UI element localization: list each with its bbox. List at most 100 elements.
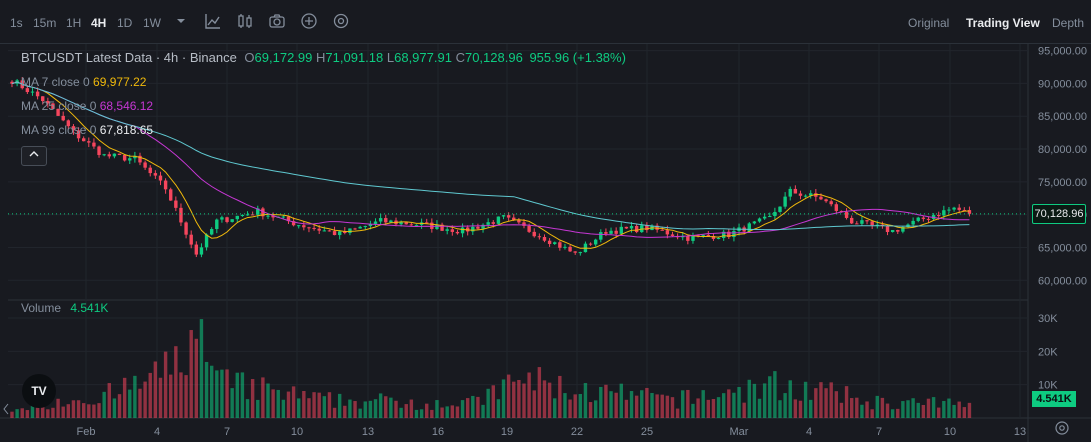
volume-bar xyxy=(803,381,808,418)
volume-bar xyxy=(66,404,71,418)
volume-bar xyxy=(742,402,746,418)
collapse-legend-button[interactable] xyxy=(21,146,47,166)
close-value: 70,128.96 xyxy=(464,50,523,65)
volume-bar xyxy=(414,409,419,418)
volume-bar xyxy=(220,369,224,418)
chart-style-icon[interactable] xyxy=(236,12,254,30)
chevron-down-icon[interactable] xyxy=(172,12,190,30)
candle-body xyxy=(250,214,255,216)
tradingview-logo[interactable]: TV xyxy=(22,374,56,408)
volume-bar xyxy=(890,409,895,418)
time-tick-label: 7 xyxy=(224,426,230,438)
timeframe-4h[interactable]: 4H xyxy=(91,16,107,30)
tab-trading-view[interactable]: Trading View xyxy=(966,16,1040,30)
candle-body xyxy=(691,235,695,241)
volume-bar xyxy=(460,400,465,418)
volume-bar xyxy=(465,398,470,418)
tab-depth[interactable]: Depth xyxy=(1052,16,1085,30)
volume-bar xyxy=(875,395,879,418)
candle-body xyxy=(747,223,751,232)
volume-bar xyxy=(225,369,229,418)
axis-settings-icon[interactable] xyxy=(1054,420,1070,436)
ma25-legend: MA 25 close 0 68,546.12 xyxy=(21,99,153,113)
candle-body xyxy=(25,88,30,93)
price-chart[interactable]: 95,000.00 90,000.00 85,000.00 80,000.00 75,0… xyxy=(0,44,1091,442)
volume-bar xyxy=(240,372,245,418)
volume-bar xyxy=(307,398,311,418)
volume-bar xyxy=(926,398,931,418)
volume-bar xyxy=(578,394,583,418)
volume-bar xyxy=(542,380,547,418)
volume-bar xyxy=(271,389,275,418)
candle-body xyxy=(957,207,961,210)
volume-bar xyxy=(778,400,782,418)
volume-bar xyxy=(885,403,890,418)
volume-bar xyxy=(839,402,844,418)
timeframe-1w[interactable]: 1W xyxy=(143,16,161,30)
volume-bar xyxy=(911,398,915,418)
candle-body xyxy=(312,227,316,229)
volume-bar xyxy=(701,390,705,418)
volume-bar xyxy=(25,410,30,418)
volume-bar xyxy=(450,405,455,418)
volume-bar xyxy=(568,399,572,418)
timeframe-1h[interactable]: 1H xyxy=(66,16,82,30)
candle-body xyxy=(10,81,14,84)
volume-bar xyxy=(266,383,270,418)
volume-bar xyxy=(716,397,721,418)
settings-icon[interactable] xyxy=(332,12,350,30)
candle-body xyxy=(209,229,214,235)
candle-body xyxy=(297,225,301,227)
ma25-value: 68,546.12 xyxy=(99,99,154,113)
ohlc-legend: BTCUSDT Latest Data · 4h · Binance O69,1… xyxy=(21,50,626,65)
candle-body xyxy=(491,222,495,224)
candle-body xyxy=(363,226,367,228)
volume-bar xyxy=(194,338,199,418)
volume-bar xyxy=(312,392,316,418)
candle-body xyxy=(701,234,705,236)
timeframe-1s[interactable]: 1s xyxy=(10,16,23,30)
ma7-value: 69,977.22 xyxy=(93,75,147,89)
candle-body xyxy=(404,222,408,225)
camera-icon[interactable] xyxy=(268,12,286,30)
candle-body xyxy=(839,210,844,212)
plus-circle-icon[interactable] xyxy=(300,12,318,30)
indicators-icon[interactable] xyxy=(204,12,222,30)
candle-body xyxy=(322,230,327,232)
moving-averages xyxy=(8,81,1028,249)
candle-body xyxy=(604,232,608,234)
time-tick-label: 25 xyxy=(641,426,653,438)
volume-bar xyxy=(343,405,347,418)
time-tick-label: 10 xyxy=(291,426,303,438)
price-tick-label: 95,000.00 xyxy=(1038,46,1087,58)
candle-body xyxy=(501,215,506,217)
candle-body xyxy=(578,252,583,254)
candle-body xyxy=(327,230,332,232)
time-tick-label: 16 xyxy=(432,426,444,438)
ma7-line xyxy=(11,81,970,249)
volume-bar xyxy=(527,372,531,418)
tab-original[interactable]: Original xyxy=(908,16,950,30)
candle-body xyxy=(716,237,721,239)
volume-bar xyxy=(696,398,700,418)
volume-bar xyxy=(425,403,429,418)
volume-bar xyxy=(650,392,654,418)
volume-bar xyxy=(209,365,214,418)
candle-body xyxy=(430,222,434,229)
volume-bar xyxy=(419,409,424,418)
candle-body xyxy=(798,193,803,196)
candle-body xyxy=(865,220,869,222)
candle-body xyxy=(634,225,639,233)
volume-bar xyxy=(512,381,516,418)
candle-body xyxy=(568,246,572,252)
volume-bar xyxy=(619,383,623,418)
timeframe-1d[interactable]: 1D xyxy=(117,16,133,30)
candle-body xyxy=(384,218,388,223)
candle-body xyxy=(952,207,956,210)
volume-bar xyxy=(102,391,106,418)
timeframe-15m[interactable]: 15m xyxy=(33,16,57,30)
volume-bar xyxy=(870,409,874,418)
volume-bar xyxy=(732,392,736,418)
volume-bar xyxy=(143,381,147,418)
volume-bar xyxy=(588,402,593,418)
